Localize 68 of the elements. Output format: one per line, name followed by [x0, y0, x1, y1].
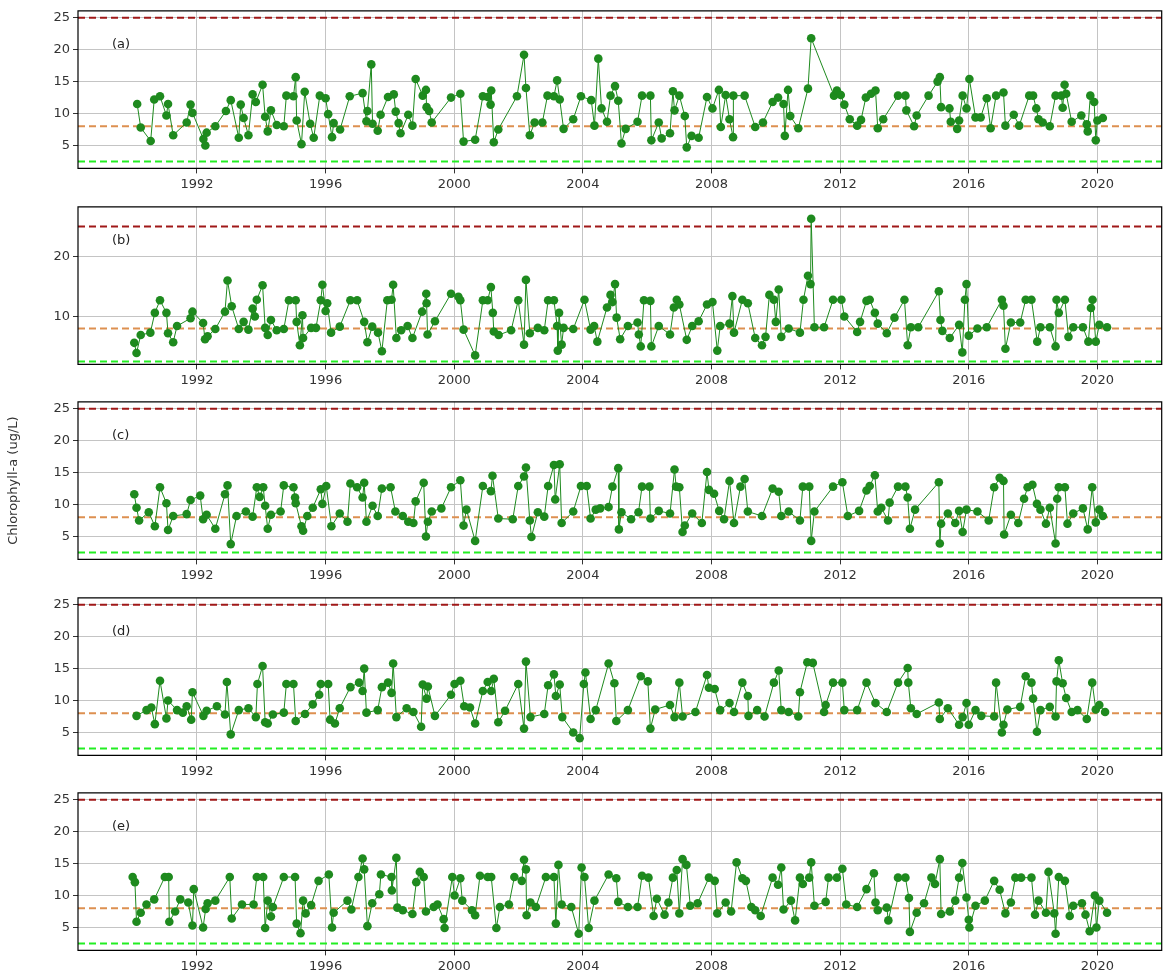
x-tick-label: 2008 [694, 566, 729, 582]
x-tick-label: 1996 [309, 566, 343, 582]
x-tick-label: 1992 [180, 175, 214, 191]
x-tick-label: 2000 [437, 175, 471, 191]
x-tick-label: 2008 [694, 175, 729, 191]
x-tick-label: 2004 [566, 566, 600, 582]
y-tick-label: 25 [53, 791, 70, 807]
x-tick-label: 2012 [823, 957, 857, 973]
y-tick-label: 5 [61, 136, 70, 152]
x-tick-label: 2004 [566, 371, 600, 387]
annotation: (e) [112, 818, 131, 834]
y-tick-label: 20 [53, 247, 70, 263]
y-tick-label: 20 [53, 41, 70, 57]
y-tick-label: 20 [53, 823, 70, 839]
x-tick-label: 2020 [1080, 175, 1114, 191]
y-tick-label: 15 [53, 659, 70, 675]
x-tick-label: 1996 [309, 762, 343, 778]
x-tick-label: 2008 [694, 762, 729, 778]
x-tick-label: 1992 [180, 371, 214, 387]
y-tick-label: 25 [53, 595, 70, 611]
x-tick-label: 2008 [694, 957, 729, 973]
x-tick-label: 2012 [823, 566, 857, 582]
y-tick-label: 20 [53, 432, 70, 448]
x-tick-label: 2016 [952, 371, 986, 387]
x-tick-label: 2012 [823, 762, 857, 778]
y-tick-label: 15 [53, 73, 70, 88]
x-tick-label: 1992 [180, 566, 214, 582]
x-tick-label: 2008 [694, 371, 729, 387]
x-tick-label: 2000 [437, 566, 471, 582]
y-tick-label: 5 [61, 527, 70, 543]
annotation: (d) [112, 622, 131, 638]
x-tick-label: 1992 [180, 762, 214, 778]
annotation: (c) [112, 427, 130, 443]
x-tick-label: 2020 [1080, 957, 1114, 973]
x-tick-label: 2004 [566, 175, 600, 191]
x-tick-label: 2016 [952, 175, 986, 191]
x-tick-label: 2004 [566, 957, 600, 973]
x-tick-label: 2000 [437, 957, 471, 973]
x-tick-label: 2000 [437, 371, 471, 387]
x-tick-label: 1996 [309, 957, 343, 973]
x-tick-label: 2004 [566, 762, 600, 778]
x-tick-label: 2012 [823, 371, 857, 387]
y-tick-label: 10 [53, 691, 70, 707]
x-tick-label: 2016 [952, 957, 986, 973]
y-axis-title: Chlorophyll-a (ug/L) [5, 416, 21, 545]
x-tick-label: 1996 [309, 371, 343, 387]
y-tick-label: 20 [53, 627, 70, 643]
y-tick-label: 10 [53, 496, 70, 512]
x-tick-label: 1996 [309, 175, 343, 191]
y-tick-label: 10 [53, 307, 70, 323]
x-tick-label: 2020 [1080, 566, 1114, 582]
annotation: (a) [112, 36, 131, 52]
x-tick-label: 2016 [952, 762, 986, 778]
y-tick-label: 10 [53, 887, 70, 903]
y-tick-label: 25 [53, 9, 70, 25]
y-tick-label: 5 [61, 723, 70, 739]
y-tick-label: 5 [61, 919, 70, 935]
y-tick-label: 25 [53, 400, 70, 416]
y-tick-label: 10 [53, 104, 70, 120]
x-tick-label: 2000 [437, 762, 471, 778]
annotation: (b) [112, 231, 131, 247]
x-tick-label: 2020 [1080, 762, 1114, 778]
y-tick-label: 15 [53, 855, 70, 871]
x-tick-label: 2012 [823, 175, 857, 191]
x-tick-label: 1992 [180, 957, 214, 973]
x-tick-label: 2020 [1080, 371, 1114, 387]
y-tick-label: 15 [53, 464, 70, 480]
x-tick-label: 2016 [952, 566, 986, 582]
